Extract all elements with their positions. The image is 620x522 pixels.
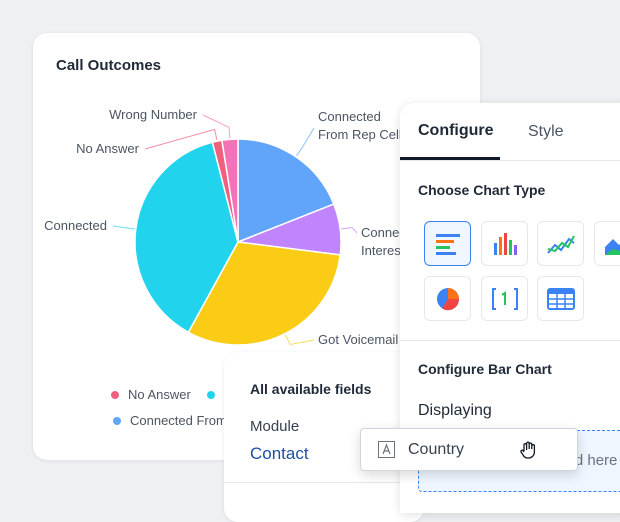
leader-line bbox=[284, 334, 315, 346]
legend-swatch bbox=[207, 390, 215, 399]
drag-chip[interactable]: Country bbox=[360, 428, 578, 471]
section-heading: Choose Chart Type bbox=[418, 182, 546, 198]
fields-title: All available fields bbox=[250, 381, 372, 397]
pie-slice bbox=[187, 241, 342, 346]
chart-title: Call Outcomes bbox=[56, 57, 162, 74]
pie-chart-button[interactable] bbox=[424, 276, 471, 321]
module-label: Module bbox=[250, 418, 300, 435]
tab[interactable]: Configure bbox=[418, 122, 494, 139]
bar-chart-button[interactable] bbox=[424, 221, 471, 266]
slice-label: Wrong Number bbox=[109, 107, 197, 122]
grab-icon bbox=[520, 441, 536, 459]
tab-underline bbox=[400, 157, 500, 160]
displaying-label: Displaying bbox=[418, 402, 492, 419]
pie-slice bbox=[221, 138, 239, 243]
slice-label: Got Voicemail bbox=[318, 332, 399, 347]
divider bbox=[400, 340, 620, 341]
table-chart-button[interactable] bbox=[537, 276, 584, 321]
module-value[interactable]: Contact bbox=[250, 444, 309, 463]
slice-label: Connected From Rep Cell bbox=[318, 109, 402, 142]
leader-line bbox=[112, 225, 135, 230]
line-chart-button[interactable] bbox=[537, 221, 584, 266]
slice-label: No Answer bbox=[76, 141, 139, 156]
pie-chart bbox=[112, 114, 358, 346]
slice-label: Connected bbox=[44, 218, 107, 233]
divider bbox=[224, 482, 424, 483]
pie-slice bbox=[237, 138, 335, 244]
chip-label: Country bbox=[408, 441, 465, 458]
pie-slice bbox=[134, 141, 239, 334]
leader-line bbox=[202, 114, 231, 139]
divider bbox=[400, 160, 620, 161]
legend-label: No Answer bbox=[128, 387, 191, 402]
leader-line bbox=[144, 128, 218, 150]
leader-line bbox=[341, 227, 358, 234]
page: Call Outcomes Connected From Rep Cell Con… bbox=[33, 33, 620, 522]
tab[interactable]: Style bbox=[528, 123, 564, 140]
section-heading: Configure Bar Chart bbox=[418, 361, 552, 377]
text-field-icon bbox=[378, 441, 395, 458]
legend-swatch bbox=[113, 416, 121, 425]
area-chart-button[interactable] bbox=[594, 221, 620, 266]
legend-swatch bbox=[111, 390, 119, 399]
column-chart-button[interactable] bbox=[481, 221, 528, 266]
legend-item: No Answer bbox=[111, 387, 191, 402]
leader-line bbox=[296, 127, 315, 157]
number-chart-button[interactable] bbox=[481, 276, 528, 321]
